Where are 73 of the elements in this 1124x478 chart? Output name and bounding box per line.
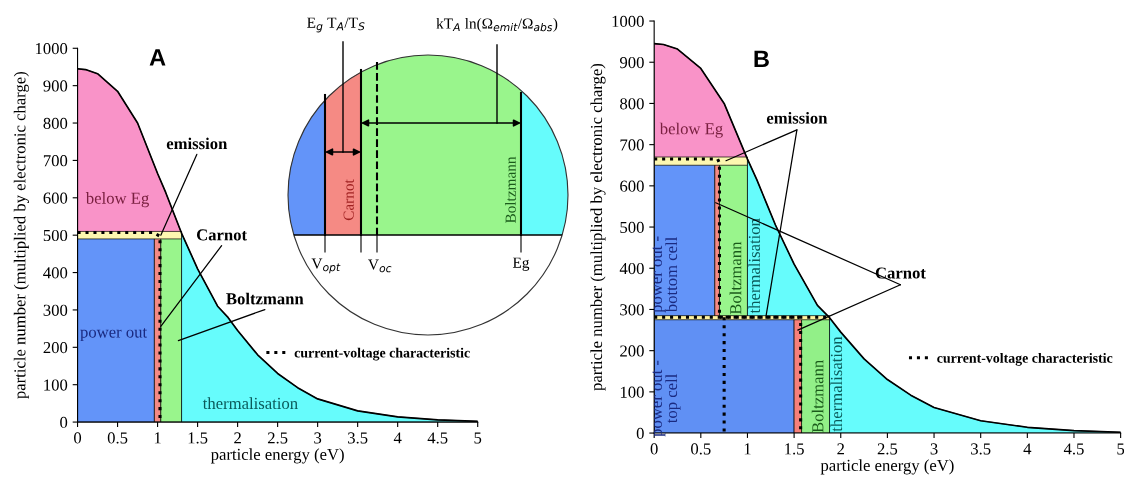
y-tick-label: 700 bbox=[620, 139, 644, 151]
x-axis-title: particle energy (eV) bbox=[210, 448, 344, 464]
y-tick-label: 300 bbox=[620, 304, 644, 316]
y-tick-label: 600 bbox=[43, 192, 68, 204]
x-tick-label: 1.5 bbox=[785, 443, 804, 455]
text: B bbox=[754, 50, 769, 67]
x-tick-label: 0.5 bbox=[691, 443, 711, 455]
y-tick-label: 400 bbox=[619, 262, 644, 275]
x-tick-label: 2.5 bbox=[877, 443, 898, 455]
y-tick-label: 900 bbox=[619, 56, 644, 69]
annotation: thermalisation bbox=[202, 397, 298, 410]
x-tick-label: 3.5 bbox=[971, 443, 991, 455]
x-tick-label: 0 bbox=[650, 443, 658, 455]
x-axis-title: particle energy (eV) bbox=[820, 459, 954, 475]
x-tick-label: 5 bbox=[1117, 443, 1124, 455]
x-tick-label: 5 bbox=[474, 432, 482, 444]
annotation: emission bbox=[166, 137, 228, 150]
annotation: Carnot bbox=[196, 229, 247, 241]
y-tick-label: 500 bbox=[43, 229, 68, 242]
x-tick-label: 1 bbox=[154, 432, 161, 444]
x-tick-label: 1 bbox=[744, 443, 751, 455]
text: kT$_{A}$ ln(Ω$_{emit}$/Ω$_{abs}$) bbox=[436, 17, 558, 32]
x-tick-label: 3 bbox=[314, 432, 322, 444]
x-tick-label: 0 bbox=[74, 432, 82, 444]
annotation: Boltzmann bbox=[729, 241, 742, 315]
annotation: Carnot bbox=[875, 267, 926, 279]
annotation: power out - bottom cell bbox=[652, 236, 678, 313]
y-tick-label: 800 bbox=[620, 98, 644, 110]
y-axis-title: particle number (multiplied by electronic charge) bbox=[13, 72, 29, 399]
annotation: V$_{oc}$ bbox=[368, 259, 392, 273]
y-axis-title: particle number (multiplied by electronic charge) bbox=[590, 63, 606, 391]
x-tick-label: 4 bbox=[393, 432, 402, 444]
chart-title: A bbox=[149, 49, 166, 66]
annotation: Boltzmann bbox=[811, 360, 824, 433]
text: E$_{g}$ T$_{A}$/T$_{S}$ bbox=[307, 17, 365, 33]
y-tick-label: 100 bbox=[620, 386, 644, 398]
annotation: below Eg bbox=[659, 122, 723, 138]
legend-label: current-voltage characteristic bbox=[294, 347, 470, 361]
x-tick-label: 2.5 bbox=[267, 432, 288, 444]
legend-label: current-voltage characteristic bbox=[937, 353, 1113, 366]
annotation: Boltzmann bbox=[226, 292, 304, 305]
annotation: Carnot bbox=[343, 179, 354, 221]
x-tick-label: 1.5 bbox=[188, 432, 208, 444]
annotation: power out bbox=[80, 328, 148, 342]
y-tick-label: 500 bbox=[620, 221, 644, 233]
x-tick-label: 4 bbox=[1023, 443, 1032, 455]
x-tick-label: 4.5 bbox=[427, 432, 448, 444]
annotation: below Eg bbox=[85, 192, 149, 208]
annotation: V$_{opt}$ bbox=[311, 258, 341, 274]
x-tick-label: 0.5 bbox=[107, 432, 128, 444]
y-tick-label: 600 bbox=[620, 180, 644, 192]
y-tick-label: 400 bbox=[43, 267, 68, 279]
x-tick-label: 3.5 bbox=[348, 432, 368, 444]
annotation: power out - top cell bbox=[652, 360, 681, 437]
y-tick-label: 700 bbox=[43, 155, 68, 167]
text: Eg bbox=[512, 257, 530, 271]
x-tick-label: 2 bbox=[837, 443, 844, 455]
annotation: emission bbox=[766, 111, 828, 124]
y-tick-label: 1000 bbox=[612, 15, 644, 27]
annotation: thermalisation bbox=[830, 336, 843, 432]
y-tick-label: 200 bbox=[43, 342, 68, 354]
y-tick-label: 0 bbox=[60, 416, 68, 429]
annotation: thermalisation bbox=[748, 218, 761, 314]
text: Boltzmann bbox=[505, 156, 516, 224]
y-tick-label: 1000 bbox=[35, 42, 68, 55]
y-tick-label: 200 bbox=[620, 345, 644, 357]
y-tick-label: 100 bbox=[44, 379, 68, 391]
x-tick-label: 3 bbox=[930, 443, 938, 455]
y-tick-label: 300 bbox=[43, 304, 68, 316]
y-tick-label: 900 bbox=[43, 80, 68, 92]
y-tick-label: 800 bbox=[43, 117, 68, 129]
x-tick-label: 4.5 bbox=[1063, 443, 1084, 455]
x-tick-label: 2 bbox=[234, 432, 241, 444]
